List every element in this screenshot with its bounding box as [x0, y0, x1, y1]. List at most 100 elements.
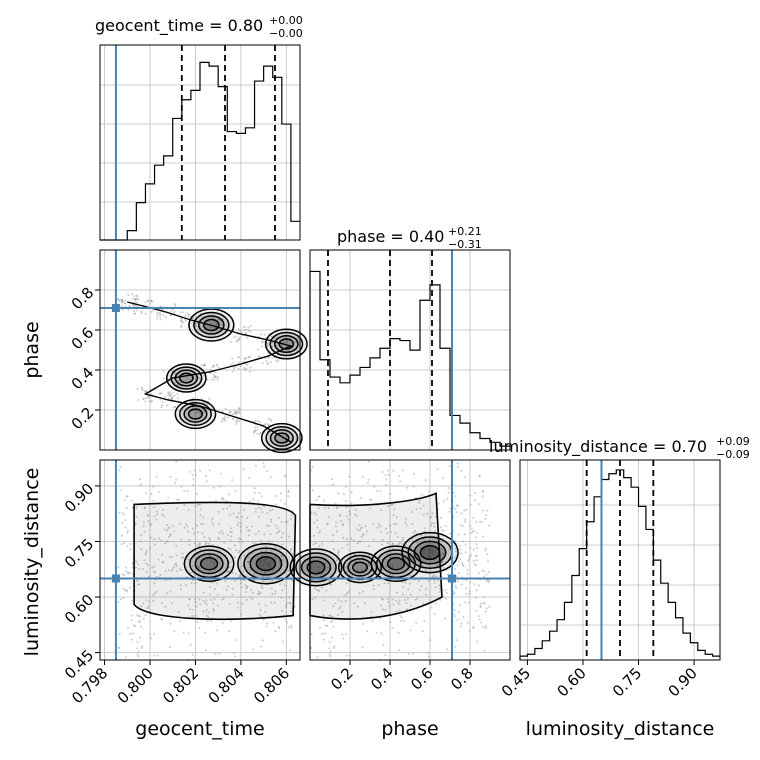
panel-phase-lumdist-scatter-point-590 — [437, 502, 440, 505]
panel-geocent-phase-scatter-point-481 — [235, 411, 238, 414]
panel-phase-lumdist-scatter-point-290 — [387, 504, 390, 507]
panel-phase-lumdist-scatter-point-280 — [376, 526, 379, 529]
panel-geocent-lumdist-scatter-point-652 — [175, 544, 178, 547]
panel-phase-lumdist-scatter-point-120 — [464, 551, 467, 554]
panel-geocent-lumdist-scatter-point-185 — [202, 516, 205, 519]
panel-geocent-lumdist-scatter-point-110 — [123, 542, 126, 545]
panel-geocent-phase-scatter-point-19 — [209, 326, 212, 329]
panel-geocent-lumdist-scatter-point-344 — [275, 546, 278, 549]
panel-geocent-lumdist-scatter-point-588 — [149, 536, 152, 539]
panel-geocent-lumdist-scatter-point-347 — [176, 507, 179, 510]
panel-geocent-phase-scatter-point-449 — [245, 336, 248, 339]
panel-phase-lumdist-scatter-point-123 — [435, 575, 438, 578]
panel-phase-lumdist-scatter-point-330 — [314, 597, 317, 600]
panel-phase-lumdist-scatter-point-479 — [367, 478, 370, 481]
panel-geocent-lumdist-scatter-point-15 — [176, 570, 179, 573]
panel-geocent-phase-scatter-point-254 — [271, 345, 274, 348]
panel-geocent-phase-scatter-point-219 — [173, 303, 176, 306]
panel-geocent-phase-scatter-point-194 — [258, 421, 261, 424]
panel-geocent-lumdist-scatter-point-193 — [187, 509, 190, 512]
panel-phase-lumdist-scatter-point-371 — [362, 590, 365, 593]
panel-phase-lumdist-scatter-point-605 — [464, 520, 467, 523]
panel-geocent-lumdist-scatter-point-616 — [251, 597, 254, 600]
panel-geocent-phase-scatter-point-325 — [206, 403, 209, 406]
panel-geocent-phase-scatter-point-425 — [256, 419, 259, 422]
panel-geocent-lumdist-scatter-point-372 — [168, 646, 171, 649]
panel-geocent-lumdist-scatter-point-239 — [137, 655, 140, 658]
panel-phase-lumdist-scatter-point-540 — [464, 587, 467, 590]
panel-geocent-lumdist-scatter-point-376 — [142, 568, 145, 571]
panel-phase-lumdist-scatter-point-83 — [444, 589, 447, 592]
panel-geocent-lumdist-scatter-point-143 — [267, 562, 270, 565]
panel-geocent-phase-scatter-point-75 — [293, 340, 296, 343]
panel-geocent-lumdist-scatter-point-190 — [127, 529, 130, 532]
panel-geocent-phase-scatter-point-468 — [180, 325, 183, 328]
panel-geocent-lumdist-scatter-point-516 — [238, 549, 241, 552]
panel-geocent-lumdist-scatter-point-662 — [180, 485, 183, 488]
panel-lumdist-xaxis-label-0: 0.45 — [498, 664, 534, 700]
panel-geocent-lumdist-scatter-point-135 — [227, 493, 230, 496]
panel-geocent-lumdist-scatter-point-245 — [196, 544, 199, 547]
panel-geocent-lumdist-scatter-point-300 — [260, 495, 263, 498]
panel-phase-lumdist-scatter-point-294 — [485, 573, 488, 576]
panel-geocent-lumdist-scatter-point-7 — [278, 548, 281, 551]
panel-geocent-lumdist-scatter-point-313 — [242, 570, 245, 573]
panel-geocent-phase-scatter-point-40 — [216, 378, 219, 381]
panel-phase-lumdist-scatter-point-580 — [475, 543, 478, 546]
panel-geocent-lumdist-scatter-point-370 — [263, 560, 266, 563]
panel-geocent-phase-scatter-point-96 — [184, 314, 187, 317]
panel-phase-lumdist-scatter-point-65 — [482, 509, 485, 512]
panel-geocent-lumdist-scatter-point-582 — [123, 513, 126, 516]
panel-geocent-phase-scatter-point-302 — [256, 432, 259, 435]
panel-phase-lumdist-scatter-point-679 — [339, 514, 342, 517]
panel-geocent-phase-scatter-point-491 — [208, 397, 211, 400]
panel-geocent-lumdist-scatter-point-628 — [181, 552, 184, 555]
panel-phase-lumdist-scatter-point-518 — [401, 469, 404, 472]
panel-phase-lumdist-blob-3-contour-3 — [352, 561, 368, 574]
panel-phase-lumdist-blob-3-contour-2 — [347, 558, 373, 577]
panel-geocent-phase-scatter-point-197 — [280, 343, 283, 346]
panel-geocent-lumdist-scatter-point-433 — [121, 512, 124, 515]
panel-phase-lumdist-scatter-point-530 — [457, 533, 460, 536]
panel-geocent-lumdist-scatter-point-451 — [203, 536, 206, 539]
panel-geocent-lumdist-scatter-point-54 — [224, 580, 227, 583]
panel-geocent-phase-scatter-point-41 — [224, 407, 227, 410]
panel-geocent-phase-scatter-point-55 — [249, 325, 252, 328]
panel-geocent-phase-scatter-point-370 — [191, 397, 194, 400]
panel-geocent-lumdist-scatter-point-186 — [239, 613, 242, 616]
panel-geocent-phase-scatter-point-284 — [127, 308, 130, 311]
panel-geocent-phase-scatter-point-454 — [150, 300, 153, 303]
panel-phase-lumdist-scatter-point-477 — [398, 614, 401, 617]
panel-geocent-phase-blob-1-contour-0 — [264, 328, 308, 360]
panel-phase-lumdist-scatter-point-354 — [455, 639, 458, 642]
panel-phase-lumdist-scatter-point-428 — [486, 560, 489, 563]
panel-geocent-phase-scatter-point-469 — [271, 341, 274, 344]
panel-geocent-lumdist-scatter-point-437 — [146, 607, 149, 610]
panel-phase-lumdist-scatter-point-164 — [422, 504, 425, 507]
panel-geocent-lumdist-scatter-point-552 — [149, 524, 152, 527]
panel-geocent-lumdist-scatter-point-187 — [251, 591, 254, 594]
panel-geocent-lumdist-scatter-point-296 — [191, 608, 194, 611]
panel-phase-lumdist-scatter-point-242 — [390, 531, 393, 534]
panel-geocent-lumdist-scatter-point-685 — [287, 626, 290, 629]
panel-phase-lumdist-scatter-point-602 — [384, 474, 387, 477]
panel-phase-lumdist-scatter-point-621 — [407, 653, 410, 656]
panel-geocent-lumdist-scatter-point-592 — [194, 579, 197, 582]
panel-geocent-lumdist-scatter-point-557 — [130, 499, 133, 502]
panel-geocent-lumdist-scatter-point-485 — [184, 584, 187, 587]
panel-geocent-phase-scatter-point-292 — [133, 312, 136, 315]
panel-geocent-lumdist-scatter-point-288 — [142, 521, 145, 524]
panel-phase-lumdist-scatter-point-388 — [478, 618, 481, 621]
panel-geocent-lumdist-scatter-point-522 — [228, 570, 231, 573]
panel-phase-lumdist-scatter-point-427 — [354, 508, 357, 511]
panel-geocent-lumdist-scatter-point-284 — [274, 589, 277, 592]
panel-phase-lumdist-scatter-point-370 — [457, 560, 460, 563]
panel-geocent-lumdist-scatter-point-9 — [193, 532, 196, 535]
panel-geocent-lumdist-scatter-point-546 — [223, 541, 226, 544]
panel-phase-lumdist-scatter-point-6 — [475, 521, 478, 524]
panel-geocent-lumdist-scatter-point-228 — [236, 524, 239, 527]
panel-phase-lumdist-scatter-point-381 — [389, 524, 392, 527]
panel-phase-lumdist-scatter-point-80 — [433, 579, 436, 582]
xlabel-geocent-time: geocent_time — [135, 718, 264, 740]
panel-geocent-phase-scatter-point-172 — [155, 311, 158, 314]
